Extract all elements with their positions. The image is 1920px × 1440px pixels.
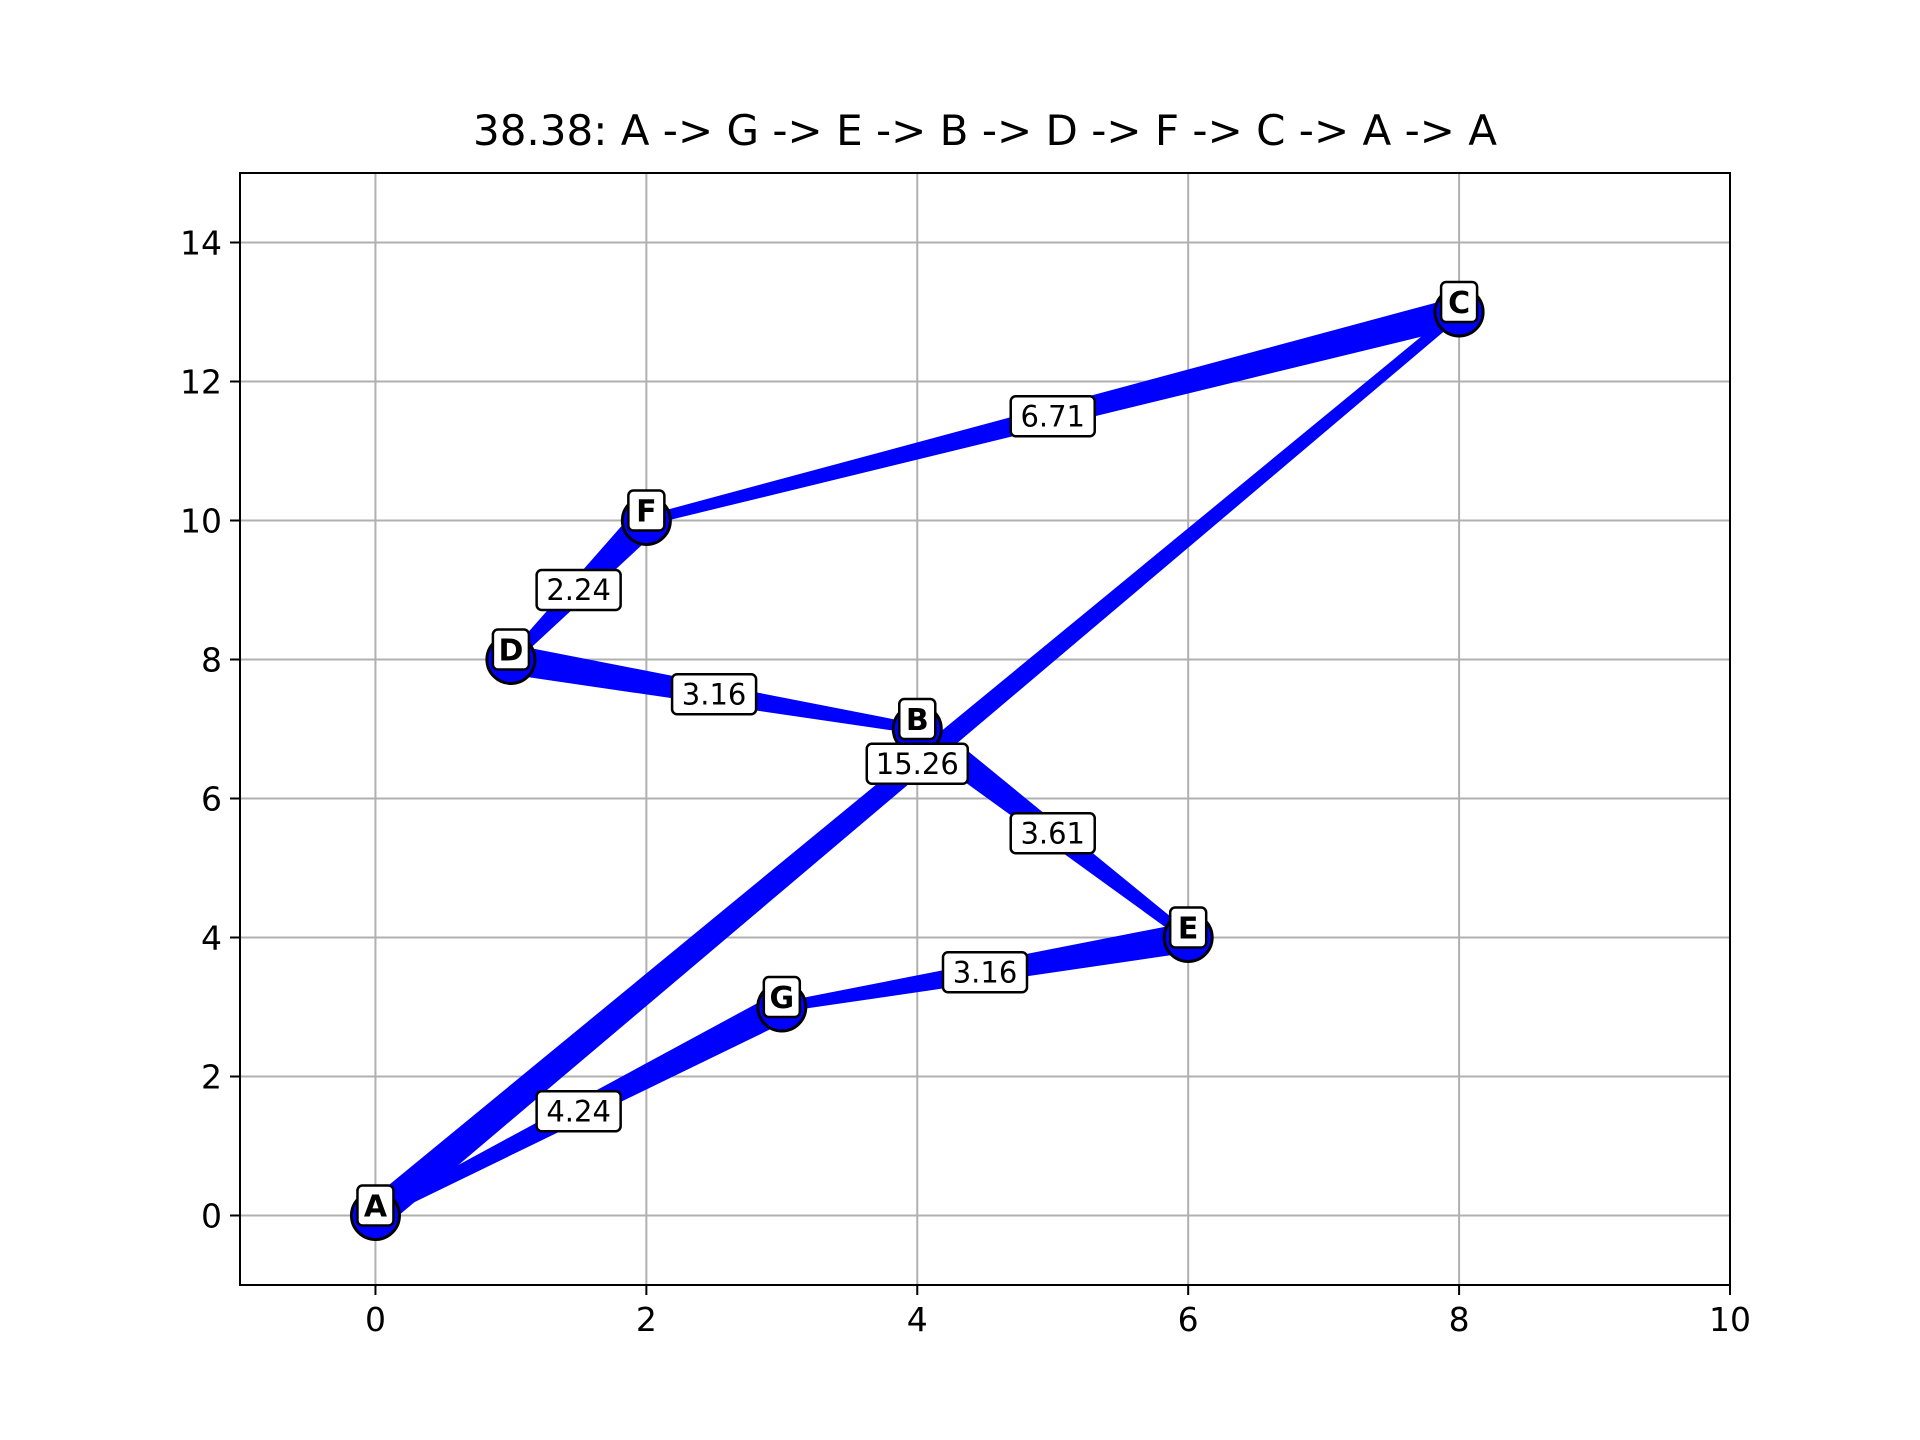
node-labels: A B C D E F G: [356, 280, 1479, 1227]
edge-label-text: 2.24: [546, 573, 611, 607]
node-label-text: B: [906, 703, 929, 738]
edge-label-box: [670, 673, 758, 716]
edge-label-box: [1009, 395, 1096, 438]
x-tick-label: 0: [365, 1300, 386, 1339]
edge-label-A-G: 4.24: [535, 1090, 622, 1133]
chart-title: 38.38: A -> G -> E -> B -> D -> F -> C -…: [473, 106, 1497, 155]
edge-label-box: [865, 742, 970, 785]
edge-label-box: [941, 951, 1029, 994]
node-label-text: G: [770, 981, 795, 1016]
edge-label-text: 6.71: [1020, 399, 1085, 433]
edge-label-box: [1009, 812, 1096, 855]
y-tick-label: 12: [180, 363, 222, 402]
edge-label-text: 3.16: [682, 677, 747, 711]
node-label-text: D: [498, 634, 523, 669]
edge-label-text: 3.61: [1020, 816, 1085, 850]
edge-label-D-F: 2.24: [535, 568, 622, 612]
edge-label-B-D: 3.16: [670, 673, 758, 716]
edge-label-text: 4.24: [546, 1094, 611, 1128]
plot-frame: [239, 172, 1731, 1286]
edge-label-G-E: 3.16: [941, 951, 1029, 994]
edge-label-box: [535, 568, 622, 612]
edge-distance-labels: 4.24 3.16 3.61 3.16 2.24 6.71 15.26: [535, 395, 1096, 1133]
y-tick-label: 2: [201, 1058, 222, 1097]
x-tick-label: 4: [907, 1300, 928, 1339]
node-label-B: B: [898, 697, 937, 741]
node-label-text: F: [636, 495, 657, 530]
x-tick-label: 2: [636, 1300, 657, 1339]
node-label-text: E: [1178, 912, 1199, 947]
edge-label-box: [535, 1090, 622, 1133]
axis-ticks: 0 2 4 6 8 10 0 2 4 6 8 10 12 14: [180, 224, 1751, 1340]
edge-label-E-B: 3.61: [1009, 812, 1096, 855]
node-label-box: [356, 1184, 395, 1227]
node-label-E: E: [1168, 906, 1208, 949]
node-label-C: C: [1439, 280, 1479, 324]
node-label-box: [1439, 280, 1479, 324]
edge-label-F-C: 6.71: [1009, 395, 1096, 438]
node-label-D: D: [491, 628, 531, 671]
y-tick-label: 0: [201, 1197, 222, 1236]
node-label-box: [627, 489, 666, 532]
node-label-box: [1168, 906, 1208, 949]
y-tick-label: 8: [201, 641, 222, 680]
node-label-F: F: [627, 489, 666, 532]
node-label-A: A: [356, 1184, 395, 1227]
x-tick-label: 10: [1709, 1300, 1751, 1339]
x-tick-label: 8: [1449, 1300, 1470, 1339]
y-tick-label: 4: [201, 919, 222, 958]
node-label-box: [762, 975, 802, 1019]
edge-label-text: 3.16: [953, 955, 1018, 989]
node-label-text: C: [1448, 286, 1470, 321]
node-label-box: [491, 628, 531, 671]
node-label-box: [898, 697, 937, 741]
y-tick-label: 14: [180, 224, 222, 263]
edge-label-C-A: 15.26: [865, 742, 970, 785]
x-tick-label: 6: [1178, 1300, 1199, 1339]
edge-label-text: 15.26: [876, 747, 959, 781]
y-tick-label: 6: [201, 780, 222, 819]
y-tick-label: 10: [180, 502, 222, 541]
node-label-text: A: [364, 1190, 388, 1225]
node-label-G: G: [762, 975, 802, 1019]
